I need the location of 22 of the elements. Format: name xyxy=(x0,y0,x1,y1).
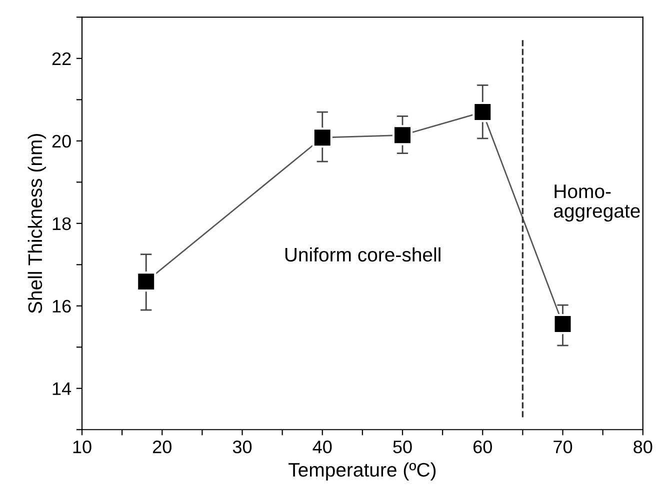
x-tick-label: 80 xyxy=(634,440,652,454)
x-tick-label: 20 xyxy=(152,440,172,454)
point xyxy=(552,314,573,334)
y-tick-label: 18 xyxy=(52,217,71,230)
x-tick-label: 40 xyxy=(312,440,332,454)
y-tick-label: 20 xyxy=(52,134,71,148)
x-tick-label: 60 xyxy=(474,440,492,454)
annotation: Uniform core-shell xyxy=(285,247,440,262)
point xyxy=(312,128,332,148)
x-tick-label: 50 xyxy=(393,440,412,454)
point xyxy=(392,125,413,146)
x-tick-label: 70 xyxy=(554,440,572,454)
point xyxy=(136,271,156,292)
y-tick-label: 14 xyxy=(52,382,72,395)
x-tick-label: 10 xyxy=(73,440,92,454)
x-axis-title: Temperature (ºC) xyxy=(288,462,436,481)
x-tick-label: 30 xyxy=(232,440,252,454)
y-tick-label: 16 xyxy=(52,300,71,313)
y-axis-title: Shell Thickness (nm) xyxy=(28,134,46,314)
point xyxy=(472,102,493,122)
annotation: Homo- aggregate xyxy=(554,184,640,222)
y-tick-label: 22 xyxy=(52,52,71,65)
